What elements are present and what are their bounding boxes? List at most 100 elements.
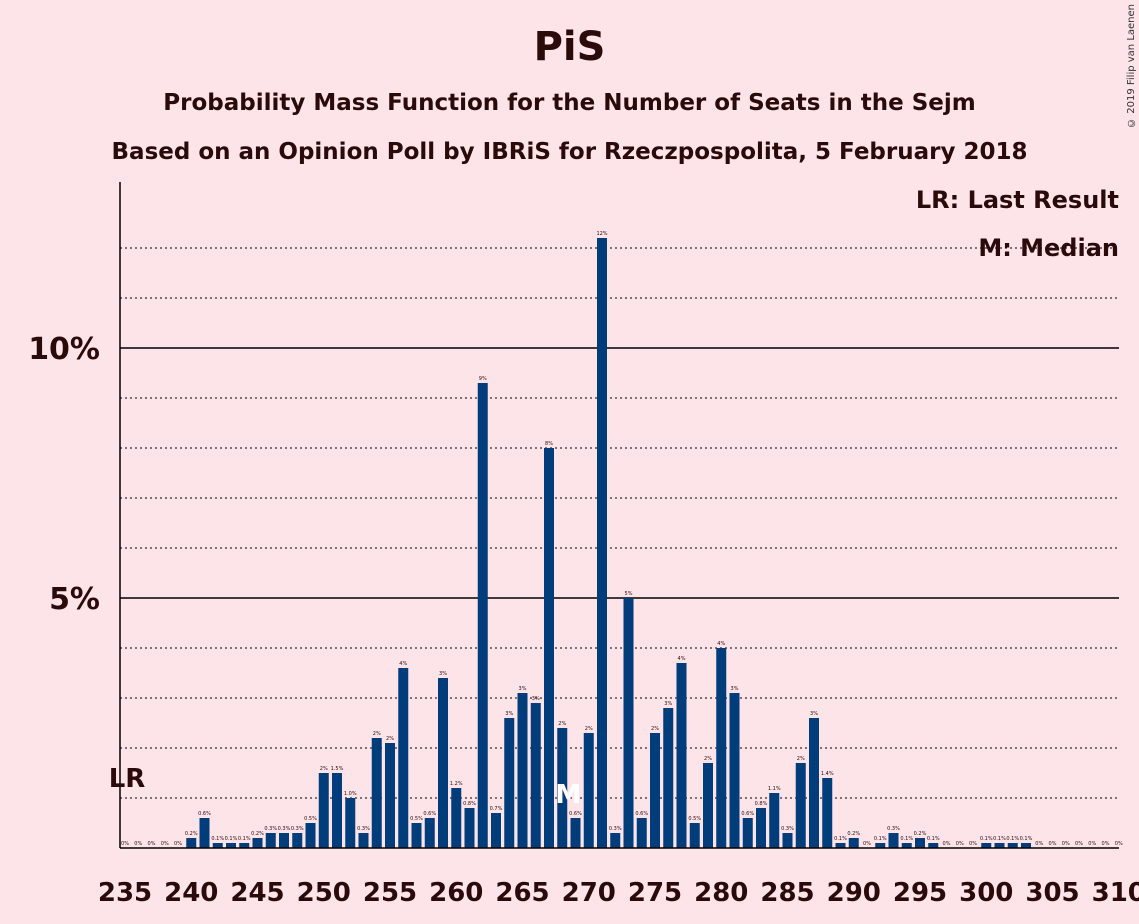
value-label-283: 0.8% — [755, 801, 768, 807]
bar-277 — [676, 663, 687, 848]
legend-median: M: Median — [978, 234, 1119, 262]
value-label-286: 2% — [797, 756, 805, 762]
bar-244 — [239, 843, 250, 848]
bar-245 — [252, 838, 263, 848]
value-label-259: 3% — [439, 671, 447, 677]
value-label-253: 0.3% — [357, 826, 370, 832]
bar-275 — [650, 733, 660, 848]
value-label-296: 0.1% — [927, 836, 940, 842]
value-label-271: 12% — [596, 231, 607, 237]
bar-278 — [689, 823, 700, 848]
bar-284 — [769, 793, 780, 848]
bar-249 — [305, 823, 316, 848]
chart-subtitle: Probability Mass Function for the Number… — [163, 90, 976, 116]
bar-248 — [292, 833, 303, 848]
value-label-252: 1.0% — [344, 791, 357, 797]
value-label-299: 0% — [969, 841, 977, 847]
bar-266 — [530, 703, 541, 848]
bar-252 — [345, 798, 356, 848]
grid-lines — [120, 247, 1119, 799]
legend-last-result: LR: Last Result — [915, 186, 1119, 214]
value-label-291: 0% — [863, 841, 871, 847]
value-label-263: 0.7% — [490, 806, 503, 812]
bar-271 — [597, 238, 607, 848]
value-label-301: 0.1% — [993, 836, 1006, 842]
value-label-240: 0.2% — [185, 831, 198, 837]
value-label-274: 0.6% — [635, 811, 648, 817]
bar-261 — [464, 808, 475, 848]
bar-281 — [729, 693, 740, 848]
value-label-306: 0% — [1062, 841, 1070, 847]
x-tick-label: 290 — [827, 878, 881, 908]
value-label-251: 1.5% — [331, 766, 344, 772]
last-result-marker: LR — [109, 764, 146, 794]
value-label-249: 0.5% — [304, 816, 317, 822]
x-tick-label: 285 — [760, 878, 814, 908]
bar-290 — [848, 838, 859, 848]
bar-293 — [888, 833, 899, 848]
value-label-281: 3% — [731, 686, 739, 692]
bar-256 — [398, 668, 409, 848]
tick-labels: 5% 10% 235 240 245 250 255 260 265 270 275 280 285 29… — [28, 332, 1139, 908]
x-tick-label: 240 — [164, 878, 218, 908]
bar-280 — [716, 648, 727, 848]
value-label-293: 0.3% — [887, 826, 900, 832]
bar-302 — [1007, 843, 1018, 848]
value-label-258: 0.6% — [423, 811, 436, 817]
x-tick-label: 235 — [98, 878, 152, 908]
value-label-248: 0.3% — [291, 826, 304, 832]
median-marker: M — [555, 780, 581, 810]
annotations: LR M — [109, 764, 581, 810]
value-label-278: 0.5% — [688, 816, 701, 822]
bar-273 — [623, 598, 634, 848]
value-label-304: 0% — [1035, 841, 1043, 847]
bar-243 — [226, 843, 236, 848]
bar-247 — [279, 833, 289, 848]
value-label-237: 0% — [148, 841, 156, 847]
bar-274 — [636, 818, 647, 848]
value-label-272: 0.3% — [609, 826, 622, 832]
value-label-262: 9% — [479, 376, 487, 382]
x-tick-label: 250 — [297, 878, 351, 908]
bar-269 — [570, 818, 581, 848]
bar-258 — [424, 818, 435, 848]
bar-288 — [822, 778, 833, 848]
value-label-279: 2% — [704, 756, 712, 762]
value-label-241: 0.6% — [198, 811, 211, 817]
chart-title: PiS — [533, 24, 606, 70]
bar-255 — [385, 743, 395, 848]
x-tick-label: 300 — [959, 878, 1013, 908]
value-label-246: 0.3% — [264, 826, 277, 832]
bar-264 — [504, 718, 515, 848]
bar-276 — [663, 708, 674, 848]
value-label-247: 0.3% — [278, 826, 291, 832]
value-label-280: 4% — [717, 641, 725, 647]
bar-246 — [265, 833, 276, 848]
value-label-255: 2% — [386, 736, 394, 742]
value-label-236: 0% — [134, 841, 142, 847]
chart-source: Based on an Opinion Poll by IBRiS for Rz… — [111, 139, 1028, 165]
x-tick-label: 245 — [230, 878, 284, 908]
value-label-308: 0% — [1088, 841, 1096, 847]
value-label-298: 0% — [956, 841, 964, 847]
bar-270 — [583, 733, 594, 848]
bar-296 — [928, 843, 939, 848]
bar-263 — [491, 813, 501, 848]
x-tick-label: 305 — [1025, 878, 1079, 908]
bar-257 — [411, 823, 422, 848]
value-label-292: 0.1% — [874, 836, 887, 842]
axes — [119, 182, 1119, 849]
value-label-261: 0.8% — [463, 801, 476, 807]
value-label-254: 2% — [373, 731, 381, 737]
value-label-245: 0.2% — [251, 831, 264, 837]
value-label-265: 3% — [519, 686, 527, 692]
value-label-235: 0% — [121, 841, 129, 847]
value-label-273: 5% — [625, 591, 633, 597]
value-label-307: 0% — [1075, 841, 1083, 847]
value-label-268: 2% — [558, 721, 566, 727]
value-label-239: 0% — [174, 841, 182, 847]
bar-285 — [782, 833, 793, 848]
value-label-276: 3% — [664, 701, 672, 707]
value-label-269: 0.6% — [569, 811, 582, 817]
